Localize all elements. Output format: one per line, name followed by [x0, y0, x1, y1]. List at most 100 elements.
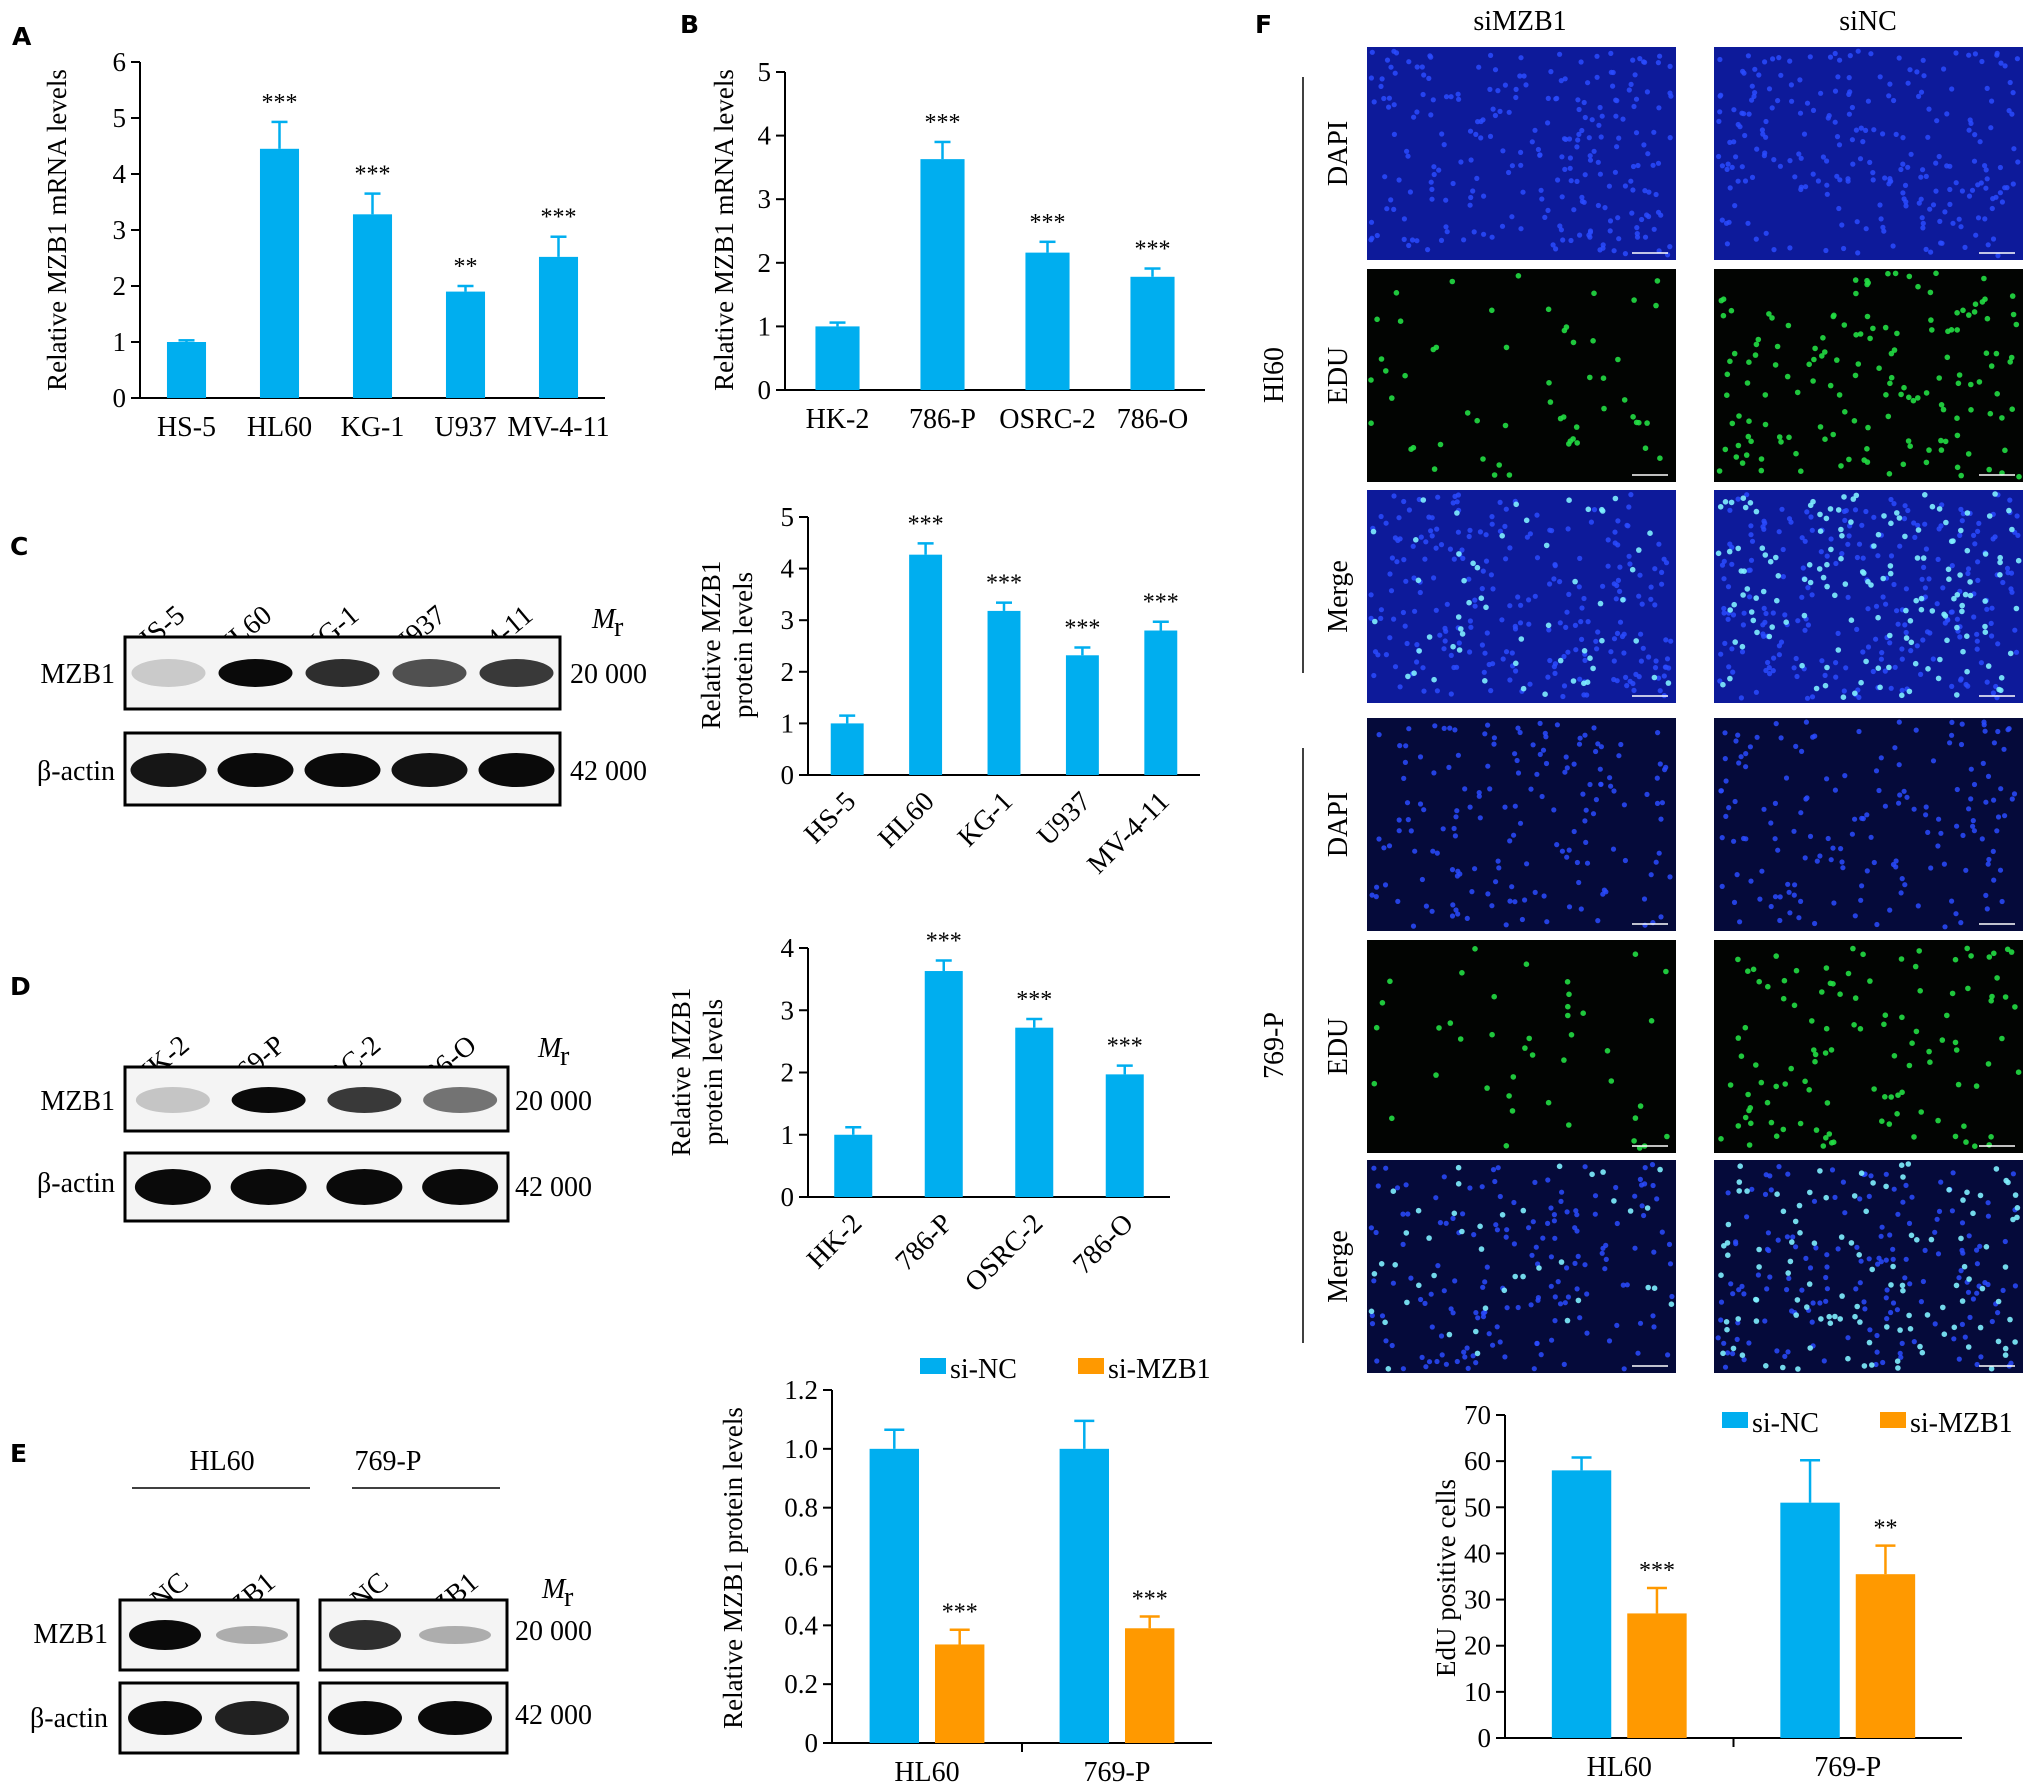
nucleus-dot — [1637, 1176, 1643, 1182]
nucleus-dot — [1373, 894, 1379, 900]
edu-dot — [1459, 1228, 1465, 1235]
nucleus-dot — [1573, 1208, 1579, 1214]
nucleus-dot — [1959, 1220, 1966, 1226]
nucleus-dot — [1936, 153, 1942, 160]
edu-dot — [1806, 361, 1812, 368]
edu-dot — [1774, 597, 1780, 604]
nucleus-dot — [1471, 229, 1477, 235]
edu-dot — [1784, 373, 1791, 380]
nucleus-dot — [1553, 246, 1559, 252]
nucleus-dot — [1776, 55, 1782, 61]
y-tick-label: 4 — [781, 933, 795, 963]
nucleus-dot — [1382, 174, 1388, 180]
edu-dot — [1758, 467, 1765, 474]
nucleus-dot — [1540, 1235, 1546, 1241]
nucleus-dot — [1651, 1324, 1657, 1330]
nucleus-dot — [1588, 519, 1594, 525]
nucleus-dot — [1770, 56, 1776, 62]
edu-dot — [1545, 1099, 1552, 1106]
nucleus-dot — [1612, 529, 1618, 535]
nucleus-dot — [1490, 1167, 1497, 1173]
edu-dot — [2004, 946, 2011, 953]
edu-dot — [1726, 548, 1733, 555]
nucleus-dot — [1611, 248, 1617, 254]
edu-dot — [1954, 624, 1960, 631]
edu-dot — [1383, 368, 1389, 374]
nucleus-dot — [1400, 1241, 1406, 1247]
edu-dot — [1801, 576, 1808, 583]
edu-dot — [1940, 406, 1947, 413]
nucleus-dot — [1895, 1211, 1901, 1217]
nucleus-dot — [1775, 98, 1781, 104]
edu-dot — [1748, 438, 1754, 445]
nucleus-dot — [1901, 516, 1908, 522]
nucleus-dot — [1916, 93, 1922, 99]
nucleus-dot — [1966, 806, 1972, 812]
nucleus-dot — [1725, 1190, 1731, 1196]
nucleus-dot — [1434, 850, 1440, 856]
edu-dot — [2010, 311, 2017, 318]
edu-dot — [1818, 1316, 1824, 1322]
edu-dot — [1797, 1230, 1803, 1236]
edu-dot — [1647, 530, 1653, 536]
nucleus-dot — [1401, 498, 1407, 505]
nucleus-dot — [1852, 913, 1858, 919]
nucleus-dot — [1374, 232, 1380, 239]
edu-dot — [1644, 1205, 1651, 1211]
nucleus-dot — [1965, 566, 1972, 572]
nucleus-dot — [1464, 915, 1470, 922]
protein-band — [230, 1169, 307, 1205]
nucleus-dot — [1880, 594, 1886, 600]
nucleus-dot — [1638, 658, 1644, 664]
nucleus-dot — [1507, 677, 1513, 683]
nucleus-dot — [1655, 160, 1662, 166]
edu-dot — [1850, 496, 1857, 502]
nucleus-dot — [1978, 1354, 1984, 1360]
edu-dot — [1852, 995, 1859, 1001]
edu-dot — [1840, 694, 1847, 700]
nucleus-dot — [1930, 202, 1937, 208]
edu-dot — [1888, 1282, 1894, 1288]
nucleus-dot — [1905, 80, 1911, 86]
nucleus-dot — [1824, 776, 1830, 782]
nucleus-dot — [1882, 803, 1888, 809]
nucleus-dot — [1792, 174, 1798, 180]
nucleus-dot — [1761, 806, 1767, 812]
bar — [924, 971, 963, 1197]
nucleus-dot — [1645, 151, 1651, 157]
nucleus-dot — [1772, 836, 1778, 842]
bar-si-nc — [1059, 1448, 1109, 1743]
nucleus-dot — [1786, 889, 1792, 895]
nucleus-dot — [1475, 1315, 1481, 1321]
nucleus-dot — [1567, 155, 1573, 161]
nucleus-dot — [1944, 111, 1950, 117]
edu-dot — [1914, 555, 1921, 561]
nucleus-dot — [1825, 115, 1831, 121]
nucleus-dot — [1958, 506, 1964, 512]
nucleus-dot — [1600, 891, 1606, 897]
nucleus-dot — [1966, 52, 1972, 58]
nucleus-dot — [1724, 166, 1730, 172]
bar-si-mzb1 — [935, 1644, 985, 1743]
edu-dot — [1939, 1037, 1946, 1043]
edu-dot — [1455, 1181, 1462, 1187]
nucleus-dot — [1971, 828, 1977, 834]
nucleus-dot — [1368, 615, 1374, 621]
edu-dot — [1795, 1366, 1801, 1372]
edu-dot — [1480, 456, 1486, 462]
edu-dot — [1785, 1270, 1791, 1276]
nucleus-dot — [1974, 1361, 1980, 1368]
edu-dot — [1835, 647, 1842, 653]
edu-dot — [1968, 407, 1974, 413]
nucleus-dot — [1788, 82, 1794, 88]
edu-dot — [1378, 1261, 1385, 1267]
nucleus-dot — [1752, 66, 1758, 72]
edu-dot — [1433, 1072, 1439, 1078]
nucleus-dot — [1559, 194, 1565, 200]
nucleus-dot — [1487, 133, 1494, 139]
panel-label-d: D — [10, 972, 31, 1001]
nucleus-dot — [1490, 586, 1496, 592]
nucleus-dot — [1584, 1291, 1590, 1297]
nucleus-dot — [1989, 205, 1995, 212]
edu-dot — [1636, 419, 1642, 426]
